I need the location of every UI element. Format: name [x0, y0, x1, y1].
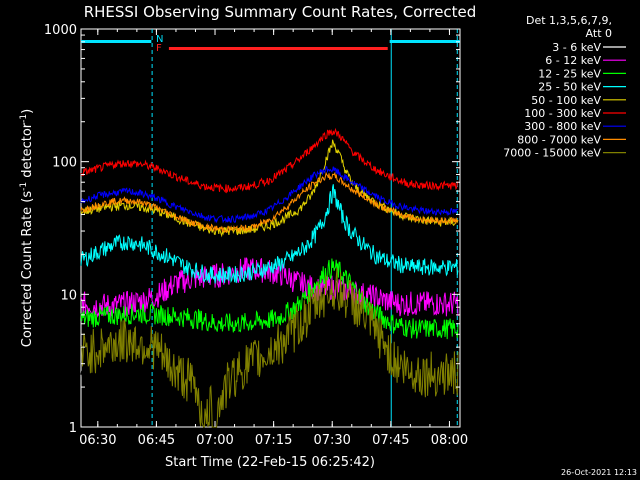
x-axis: 06:30 06:45 07:00 07:15 07:30 07:45 08:00 — [79, 29, 468, 448]
status-bars — [81, 40, 460, 50]
series-line — [80, 184, 459, 284]
legend-label: 6 - 12 keV — [545, 54, 601, 67]
x-axis-label: Start Time (22-Feb-15 06:25:42) — [165, 455, 375, 470]
x-tick-label: 06:30 — [79, 433, 116, 448]
flag-n-label: N — [156, 34, 163, 45]
series-line — [80, 139, 459, 238]
legend-label: 50 - 100 keV — [531, 94, 601, 107]
legend-label: 7000 - 15000 keV — [503, 147, 601, 160]
legend-header-line1: Det 1,3,5,6,7,9, — [526, 14, 612, 27]
series-line — [80, 257, 459, 319]
x-tick-label: 07:45 — [372, 433, 409, 448]
y-axis-label: Corrected Count Rate (s-1 detector-1) — [19, 109, 35, 347]
y-tick-label: 100 — [52, 156, 77, 171]
x-tick-label: 07:00 — [196, 433, 233, 448]
series-line — [80, 127, 459, 194]
flag-f-label: F — [156, 43, 162, 54]
y-tick-label: 10 — [60, 288, 77, 303]
y-tick-label: 1 — [69, 421, 77, 436]
y-axis-label-part2: detector — [20, 122, 35, 182]
series-layer — [80, 127, 459, 428]
legend-label: 12 - 25 keV — [538, 67, 601, 80]
legend-header-line2: Att 0 — [586, 27, 612, 40]
plot-frame — [80, 28, 461, 428]
y-axis-label-sup1: -1 — [19, 182, 29, 191]
series-line — [80, 166, 459, 224]
timestamp: 26-Oct-2021 12:13 — [561, 468, 637, 477]
y-axis-label-part3: ) — [20, 109, 35, 114]
series-line — [80, 258, 459, 340]
series-line — [80, 267, 459, 428]
legend-label: 300 - 800 keV — [524, 120, 601, 133]
y-axis-label-part1: Corrected Count Rate (s — [20, 191, 35, 348]
flare-bar — [168, 47, 388, 50]
x-tick-label: 07:15 — [255, 433, 292, 448]
night-bar — [81, 40, 152, 43]
x-tick-label: 08:00 — [431, 433, 468, 448]
night-bar — [389, 40, 460, 43]
chart-title: RHESSI Observing Summary Count Rates, Co… — [84, 3, 477, 21]
series-line — [80, 171, 458, 234]
x-tick-label: 06:45 — [138, 433, 175, 448]
y-axis-label-sup2: -1 — [19, 114, 29, 123]
legend-label: 100 - 300 keV — [524, 107, 601, 120]
y-tick-label: 1000 — [44, 23, 77, 38]
x-tick-label: 07:30 — [313, 433, 350, 448]
y-axis: 1 10 100 1000 — [44, 23, 460, 436]
legend-label: 3 - 6 keV — [552, 41, 601, 54]
legend-label: 800 - 7000 keV — [517, 133, 601, 146]
legend-label: 25 - 50 keV — [538, 81, 601, 94]
